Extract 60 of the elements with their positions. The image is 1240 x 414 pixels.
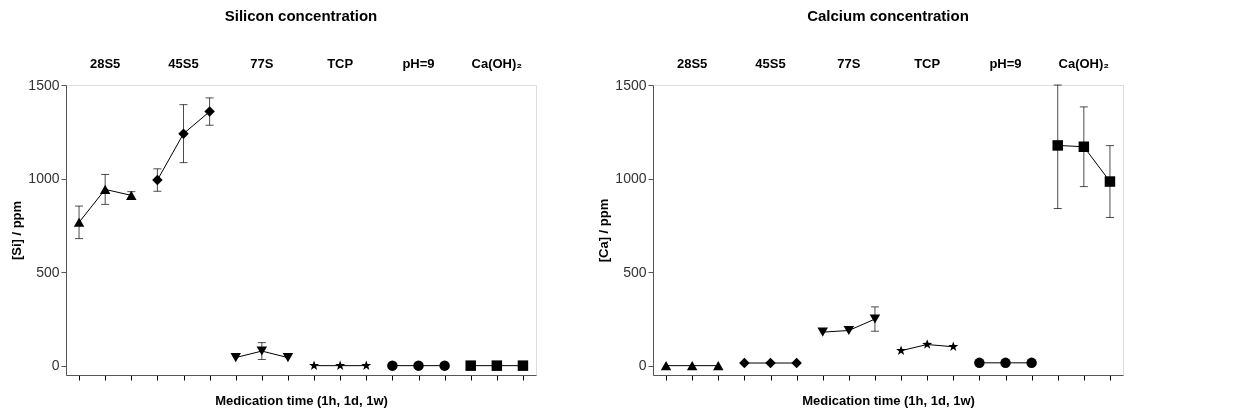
point <box>517 360 529 371</box>
text: pH=9 <box>402 56 435 71</box>
y-tick-label: 0 <box>51 357 60 374</box>
point <box>99 184 111 194</box>
text: Ca(OH)₂ <box>1058 56 1110 71</box>
point <box>1052 140 1063 151</box>
point <box>491 360 503 371</box>
point <box>765 357 776 369</box>
point <box>413 360 424 371</box>
text: 77S <box>250 56 274 71</box>
point <box>948 341 959 351</box>
y-tick-label: 1000 <box>28 170 60 187</box>
y-tick-label: 1500 <box>28 76 60 93</box>
y-tick-label: 1000 <box>615 170 647 187</box>
text: TCP <box>914 56 941 71</box>
text: TCP <box>327 56 354 71</box>
point <box>387 360 398 371</box>
point <box>1078 141 1090 152</box>
text: 45S5 <box>168 56 199 71</box>
point <box>843 325 855 336</box>
point <box>713 361 724 371</box>
point <box>178 128 189 139</box>
point <box>204 106 215 117</box>
text: pH=9 <box>989 56 1022 71</box>
y-tick-label: 1500 <box>615 76 647 93</box>
point <box>465 360 476 371</box>
point <box>309 360 320 370</box>
point <box>230 353 241 363</box>
point <box>152 174 163 186</box>
point <box>869 314 881 324</box>
x-axis-title: Medication time (1h, 1d, 1w) <box>215 393 388 408</box>
point <box>922 339 933 349</box>
y-axis-title: [Ca] / ppm <box>596 198 612 263</box>
point <box>361 360 372 370</box>
text: 28S5 <box>676 56 708 71</box>
chart-title: Calcium concentration <box>807 7 969 24</box>
y-tick-label: 0 <box>638 357 647 374</box>
text: 28S5 <box>89 56 121 71</box>
point <box>739 357 750 369</box>
y-tick-label: 500 <box>36 263 60 280</box>
point <box>1104 176 1116 187</box>
point <box>282 353 294 363</box>
point <box>686 361 698 371</box>
point <box>1000 357 1011 369</box>
point <box>791 357 802 369</box>
point <box>660 361 672 371</box>
point <box>974 357 985 369</box>
point <box>817 327 828 337</box>
text: Ca(OH)₂ <box>471 56 523 71</box>
point <box>73 217 85 227</box>
chart-title: Silicon concentration <box>224 7 378 24</box>
x-axis-title: Medication time (1h, 1d, 1w) <box>802 393 975 408</box>
y-axis-title: [Si] / ppm <box>9 200 25 261</box>
y-tick-label: 500 <box>623 263 647 280</box>
text: 45S5 <box>755 56 786 71</box>
point <box>335 360 346 370</box>
text: 77S <box>837 56 861 71</box>
point <box>896 345 907 355</box>
point <box>1026 357 1037 369</box>
point <box>439 360 450 371</box>
